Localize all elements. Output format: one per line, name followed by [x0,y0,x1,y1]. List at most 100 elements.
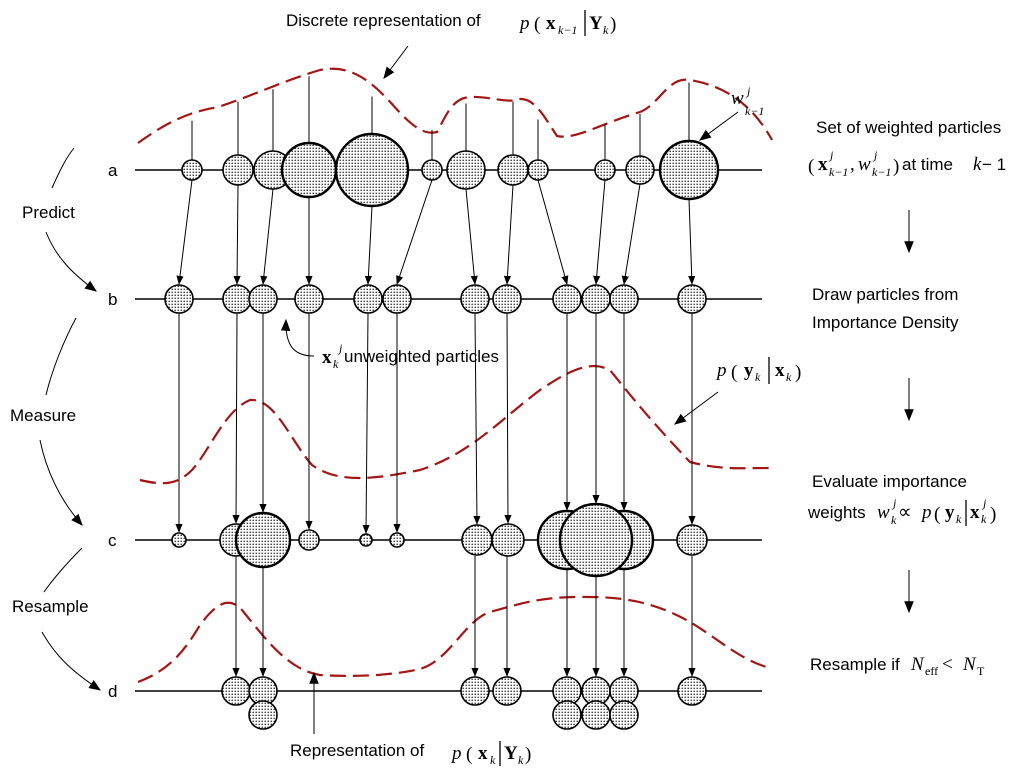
posterior-density-current [137,595,771,684]
row-axes [135,169,762,692]
particle-b-5 [382,284,412,314]
step3-p: p [920,502,932,523]
particle-c-3 [298,529,320,551]
step3-w-sup: j [891,496,897,510]
particle-b-6 [460,284,490,314]
resample-lead-line [43,547,83,593]
particle-c-4 [359,533,373,547]
title-top-prefix: Discrete representation of [286,11,481,30]
discrete-representation-title: Discrete representation of p ( x k−1 Y k… [286,10,616,37]
title-bottom-Y: Y [504,743,518,764]
step1-minus: − 1 [982,155,1006,174]
particle-a-5 [421,159,443,181]
measure-arrow-4 [362,312,370,534]
title-bottom-prefix: Representation of [290,741,424,760]
particle-c-7 [491,523,525,557]
likelihood-label: p ( y k x k ) [715,357,801,384]
propagate-arrow-1 [233,184,241,285]
step4-lt: < [942,654,953,675]
particle-a-10 [625,155,655,185]
step1-w: w [858,154,871,175]
particle-c-11 [676,524,708,556]
step2-line2: Importance Density [812,313,959,332]
unweighted-sup: j [337,341,343,355]
step1-line1: Set of weighted particles [816,118,1001,137]
propagate-arrow-4 [364,205,373,285]
posterior-density-prev [137,67,773,144]
step3-w: w [877,502,890,523]
step-resample-condition: Resample if N eff < N T [810,654,985,678]
step3-x-sup: j [981,496,987,510]
title-top-x-sub: k−1 [558,23,577,37]
step-weighted-particles: Set of weighted particles ( x j k−1 , w … [808,118,1006,179]
row-label-b: b [108,290,117,309]
particles [164,132,720,730]
phase-predict: Predict [22,203,75,222]
particle-a-8 [527,159,549,181]
weight-pointer [699,111,739,141]
particle-d-2-0 [460,676,490,706]
particle-b-0 [164,284,194,314]
particle-b-8 [552,284,582,314]
step1-w-sub: k−1 [872,165,891,179]
likelihood-x-sub: k [786,370,792,384]
title-top-x: x [546,13,556,34]
particle-a-3 [280,141,338,199]
title-bottom-x: x [478,743,488,764]
step3-weights: weights [807,503,866,522]
step1-lparen: ( [808,156,814,177]
step1-w-sup: j [872,148,878,162]
step4-N2: N [962,654,977,675]
particle-b-10 [609,284,639,314]
particle-d-5-1 [581,700,611,730]
step1-x-sub: k−1 [829,165,848,179]
propagate-arrow-6 [465,188,478,285]
particle-c-9 [558,502,634,578]
unweighted-sub: k [333,357,339,371]
step1-suffix: at time [902,155,953,174]
weight-label: w j k−1 [731,84,764,118]
step3-line1: Evaluate importance [812,472,967,491]
particle-b-3 [294,284,324,314]
measure-arrow [39,439,83,526]
likelihood-lparen: ( [731,362,737,383]
step1-x-sup: j [828,148,834,162]
likelihood-curve [139,365,771,485]
weight-sup: j [745,84,751,98]
title-top-Y: Y [589,13,603,34]
unweighted-pointer [280,318,315,357]
particle-b-4 [353,284,383,314]
title-top-pointer [383,45,409,79]
step1-rparen: ) [893,156,899,177]
likelihood-y-sub: k [755,370,761,384]
title-bottom-p: p [450,743,462,764]
particle-a-7 [497,154,529,186]
likelihood-pointer [674,391,719,425]
particle-c-0 [171,532,187,548]
propagate-arrow-10 [621,183,641,285]
phase-measure: Measure [10,406,76,425]
particle-c-5 [389,532,405,548]
step4-N-sub: eff [925,664,938,678]
step3-y-sub: k [956,512,962,526]
likelihood-y: y [744,360,754,381]
step3-prop: ∝ [898,502,912,523]
particle-b-7 [492,284,522,314]
phase-resample: Resample [12,597,89,616]
particle-d-7-0 [677,676,707,706]
particle-a-11 [658,139,720,201]
predict-lead-line [51,147,75,189]
particle-connectors [175,76,696,677]
propagate-arrow-8 [537,179,569,285]
particle-d-3-0 [492,676,522,706]
title-bottom-x-sub: k [490,753,496,767]
unweighted-text: unweighted particles [344,347,499,366]
particle-a-6 [446,150,486,190]
step4-N: N [910,654,925,675]
predict-arrow [45,231,97,292]
likelihood-rparen: ) [795,362,801,383]
particle-a-4 [334,132,410,208]
step4-prefix: Resample if [810,655,900,674]
propagate-arrow-11 [688,198,696,285]
likelihood-p: p [715,360,727,381]
